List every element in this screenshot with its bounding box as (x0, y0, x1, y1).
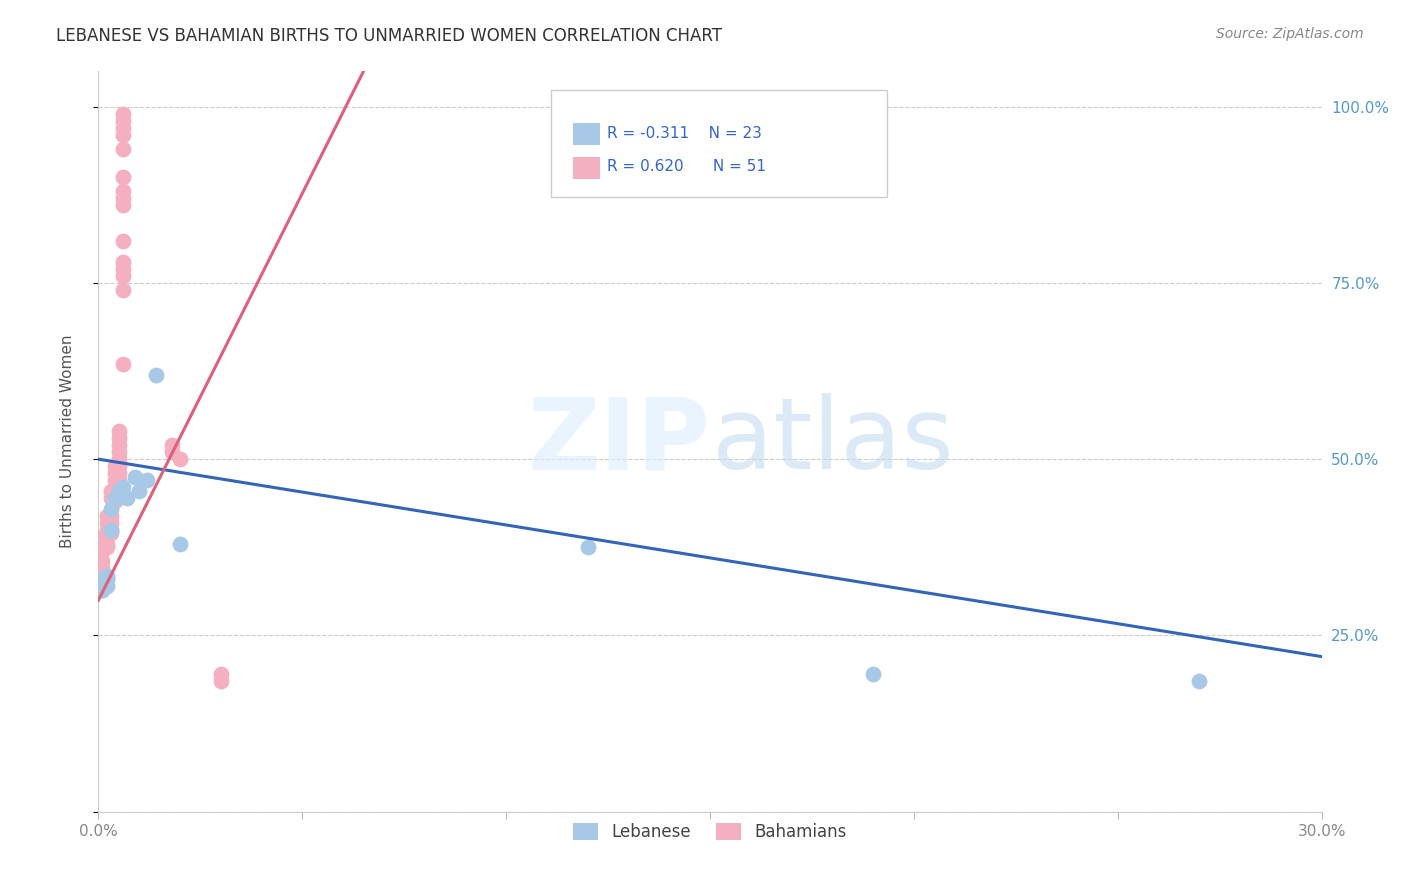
Point (111, 128, 134, 142)
Point (209, 674, 232, 689)
Point (111, 283, 134, 297)
Text: atlas: atlas (713, 393, 955, 490)
Point (104, 494, 127, 508)
Point (111, 170, 134, 185)
Point (108, 459, 131, 474)
Bar (574, 156, 600, 178)
Point (128, 483, 150, 498)
Point (111, 357, 134, 371)
Point (100, 491, 122, 505)
Point (96, 508, 118, 523)
Point (104, 473, 127, 487)
Point (96, 523, 118, 537)
Y-axis label: Births to Unmarried Women: Births to Unmarried Women (60, 334, 75, 549)
Point (111, 113, 134, 128)
Point (91, 575, 114, 590)
Point (145, 368, 167, 382)
Point (91, 554, 114, 568)
Point (111, 191, 134, 205)
Bar (574, 123, 600, 145)
Point (104, 491, 127, 505)
Point (108, 483, 131, 498)
Point (96, 579, 118, 593)
Point (111, 261, 134, 276)
Point (111, 254, 134, 268)
Text: ZIP: ZIP (527, 393, 710, 490)
Point (96, 572, 118, 586)
Point (108, 473, 131, 487)
Point (108, 438, 131, 452)
Text: Source: ZipAtlas.com: Source: ZipAtlas.com (1216, 27, 1364, 41)
Point (108, 467, 131, 481)
Point (96, 568, 118, 582)
Point (115, 491, 138, 505)
Point (91, 530, 114, 544)
Point (91, 579, 114, 593)
Point (100, 523, 122, 537)
Text: R = 0.620      N = 51: R = 0.620 N = 51 (607, 160, 766, 174)
Point (91, 582, 114, 597)
Point (104, 487, 127, 501)
Point (111, 480, 134, 494)
Point (111, 198, 134, 212)
Text: R = -0.311    N = 23: R = -0.311 N = 23 (607, 126, 762, 141)
Point (160, 445, 183, 459)
Text: LEBANESE VS BAHAMIAN BIRTHS TO UNMARRIED WOMEN CORRELATION CHART: LEBANESE VS BAHAMIAN BIRTHS TO UNMARRIED… (56, 27, 723, 45)
Point (104, 480, 127, 494)
Point (96, 516, 118, 530)
Point (576, 541, 599, 555)
Point (111, 106, 134, 120)
Point (100, 526, 122, 541)
Point (100, 516, 122, 530)
Point (104, 459, 127, 474)
Point (111, 184, 134, 198)
Point (91, 544, 114, 558)
Point (91, 572, 114, 586)
Point (104, 467, 127, 481)
Point (124, 470, 146, 484)
Point (96, 541, 118, 555)
Point (100, 508, 122, 523)
Point (91, 561, 114, 575)
Point (111, 234, 134, 248)
Point (169, 452, 191, 467)
Point (100, 483, 122, 498)
Point (108, 431, 131, 445)
Point (111, 120, 134, 135)
Point (209, 667, 232, 681)
Point (108, 424, 131, 438)
Point (1188, 674, 1211, 689)
FancyBboxPatch shape (551, 90, 887, 197)
Point (108, 445, 131, 459)
Point (862, 667, 884, 681)
Legend: Lebanese, Bahamians: Lebanese, Bahamians (567, 816, 853, 847)
Point (100, 523, 122, 537)
Point (96, 530, 118, 544)
Point (136, 473, 159, 487)
Point (108, 452, 131, 467)
Point (96, 537, 118, 551)
Point (111, 142, 134, 156)
Point (169, 537, 191, 551)
Point (111, 268, 134, 283)
Point (108, 480, 131, 494)
Point (100, 501, 122, 516)
Point (91, 582, 114, 597)
Point (160, 438, 183, 452)
Point (96, 572, 118, 586)
